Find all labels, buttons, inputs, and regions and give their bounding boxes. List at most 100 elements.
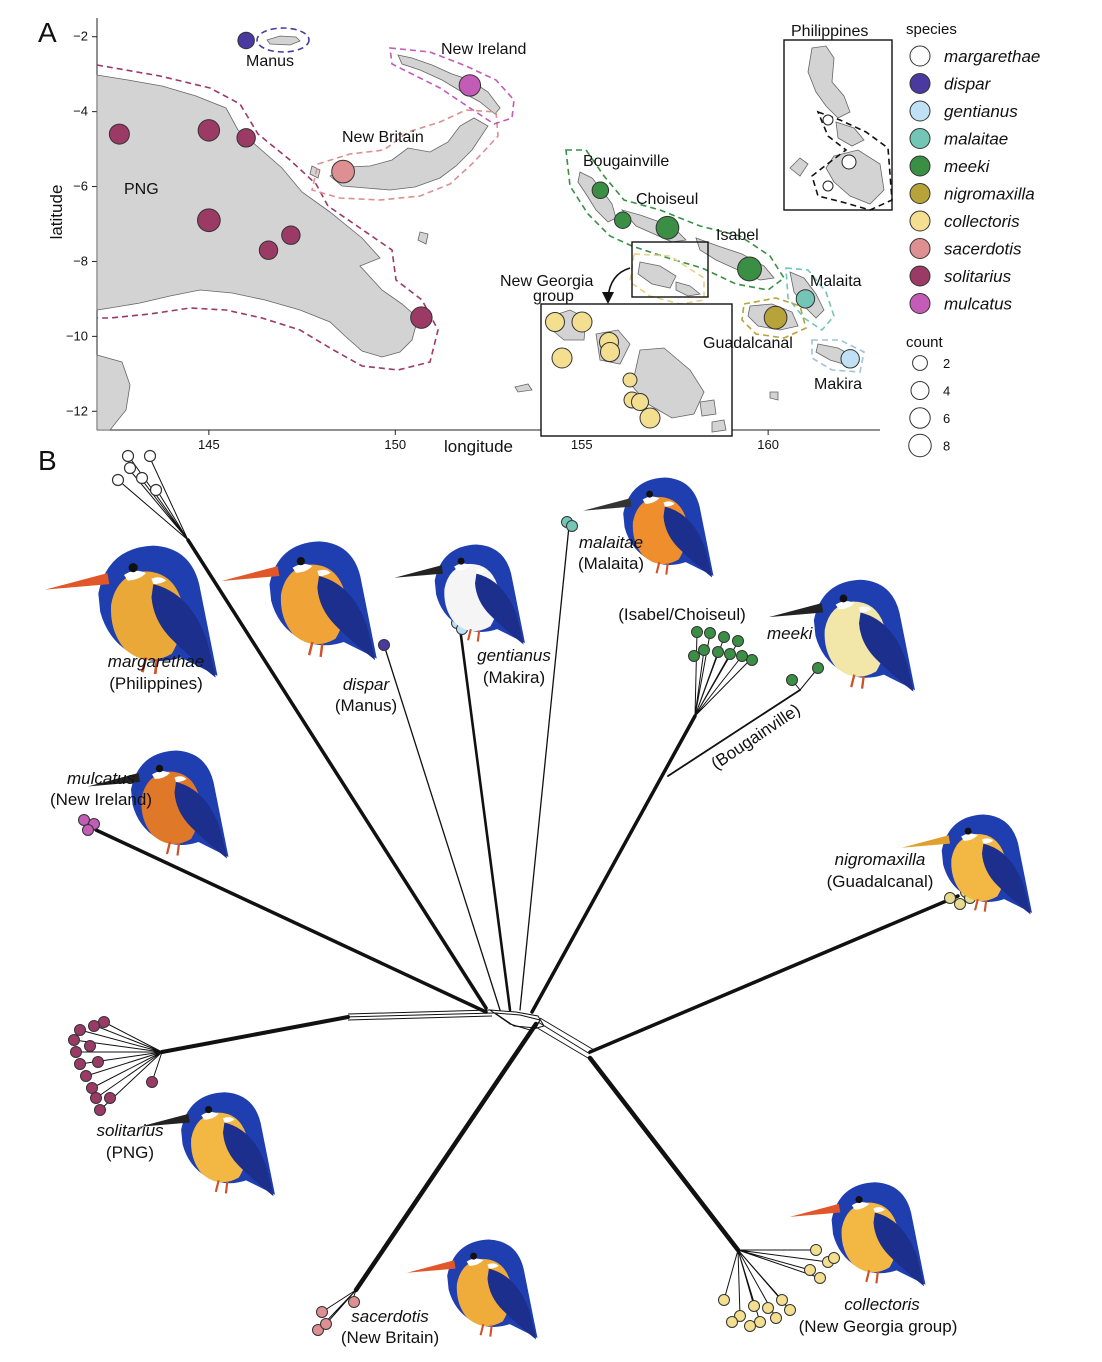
phil-luzon bbox=[807, 45, 851, 119]
new-georgia-inset-marker bbox=[631, 241, 709, 298]
tip-sacerdotis bbox=[316, 1306, 328, 1318]
tip-meeki bbox=[732, 635, 744, 647]
tip-meeki bbox=[712, 646, 724, 658]
legend-swatch-dispar bbox=[909, 73, 931, 94]
philippines-inset bbox=[783, 39, 893, 211]
phil-range bbox=[811, 110, 893, 211]
legend-count-title: count bbox=[906, 334, 944, 351]
legend-label-gentianus: gentianus bbox=[944, 102, 1018, 121]
branch-gentianus bbox=[458, 626, 512, 1012]
legend-count-label: 6 bbox=[943, 411, 950, 426]
tip-collectoris bbox=[726, 1316, 738, 1328]
tree-label-gentianus: gentianus bbox=[477, 646, 551, 665]
land-png-south bbox=[96, 354, 131, 431]
tip-collectoris bbox=[748, 1300, 760, 1312]
range-nigromaxilla bbox=[741, 297, 807, 339]
bird-mulcatus-art bbox=[87, 750, 229, 859]
label-choiseul: Choiseul bbox=[636, 191, 698, 208]
map-point-mulcatus bbox=[458, 74, 482, 97]
label-new-britain: New Britain bbox=[342, 129, 424, 146]
label-makira: Makira bbox=[814, 376, 862, 393]
tree-label-malaitae: malaitae bbox=[579, 533, 643, 552]
tree-label-sacerdotis: sacerdotis bbox=[351, 1307, 429, 1326]
legend-species: margarethae dispar gentianus malaitae meeki n… bbox=[909, 45, 1040, 314]
inset-point bbox=[600, 342, 620, 362]
bird-solitarius-art bbox=[139, 1092, 275, 1197]
inset-land-3 bbox=[631, 347, 705, 419]
bird-margarethae-art bbox=[45, 545, 218, 678]
tip-solitarius bbox=[68, 1034, 80, 1046]
range-malaitae bbox=[785, 267, 835, 332]
phil-palawan bbox=[789, 157, 809, 177]
label-png: PNG bbox=[124, 181, 159, 198]
inset-point bbox=[545, 312, 565, 332]
map-y-tick-label: −2 bbox=[73, 29, 88, 44]
bird-malaitae bbox=[582, 477, 714, 578]
tree-label-png: (PNG) bbox=[106, 1143, 154, 1162]
tip-solitarius bbox=[94, 1104, 106, 1116]
tip-meeki bbox=[688, 650, 700, 662]
inset-point bbox=[631, 393, 649, 411]
panel-a-label: A bbox=[38, 17, 57, 48]
map-point-sacerdotis bbox=[331, 159, 355, 184]
tip-collectoris bbox=[804, 1264, 816, 1276]
tip-mulcatus bbox=[78, 814, 90, 826]
tip-solitarius bbox=[86, 1082, 98, 1094]
tree-label-solitarius: solitarius bbox=[96, 1121, 164, 1140]
legend-swatch-margarethae bbox=[909, 45, 931, 67]
inset-points bbox=[545, 311, 661, 429]
land-islet-2 bbox=[309, 165, 321, 179]
bird-mulcatus bbox=[87, 750, 229, 859]
branch-nigromaxilla bbox=[588, 894, 960, 1054]
tip-meeki bbox=[718, 631, 730, 643]
tip-collectoris bbox=[784, 1304, 796, 1316]
map-point-solitarius bbox=[236, 128, 256, 148]
bird-sacerdotis-art bbox=[406, 1239, 538, 1340]
tip-collectoris bbox=[828, 1252, 840, 1264]
tip-solitarius bbox=[92, 1056, 104, 1068]
tree-label-isabel-choiseul: (Isabel/Choiseul) bbox=[618, 605, 746, 624]
tip-meeki bbox=[698, 644, 710, 656]
map-point-nigromaxilla bbox=[763, 305, 788, 330]
bird-nigromaxilla-art bbox=[901, 814, 1032, 915]
tree-label-mulcatus: mulcatus bbox=[67, 769, 136, 788]
tree-label-new-britain: (New Britain) bbox=[341, 1328, 439, 1347]
inset-point bbox=[622, 372, 638, 388]
bird-meeki-art bbox=[768, 579, 915, 692]
inset-point bbox=[639, 407, 661, 429]
tip-solitarius bbox=[98, 1016, 110, 1028]
tree-label-nigromaxilla: nigromaxilla bbox=[835, 850, 926, 869]
legend-swatch-mulcatus bbox=[909, 293, 931, 314]
tip-collectoris bbox=[762, 1302, 774, 1314]
phil-visayas bbox=[835, 121, 865, 147]
tree-label-bougainville: (Bougainville) bbox=[708, 700, 804, 773]
tip-solitarius bbox=[80, 1070, 92, 1082]
bird-margarethae bbox=[45, 545, 218, 678]
map-y-tick-label: −10 bbox=[66, 328, 88, 343]
tip-meeki bbox=[736, 650, 748, 662]
tip-collectoris bbox=[744, 1320, 756, 1332]
new-georgia-inset bbox=[540, 303, 733, 437]
bird-dispar-art bbox=[221, 541, 377, 661]
range-dispar bbox=[256, 27, 310, 53]
map-point-gentianus bbox=[840, 349, 860, 369]
map-ticks: 145 150 155 160 −2 −4 −6 −8 −10 −12 bbox=[66, 29, 779, 452]
tip-solitarius bbox=[70, 1046, 82, 1058]
phylogenetic-network bbox=[68, 449, 976, 1336]
inset-land-5 bbox=[711, 419, 727, 433]
range-sacerdotis bbox=[311, 109, 499, 201]
map-point-solitarius bbox=[258, 240, 279, 260]
land-islet-1 bbox=[417, 231, 429, 245]
map-point-meeki bbox=[613, 211, 632, 229]
tip-collectoris bbox=[754, 1316, 766, 1328]
tip-sacerdotis bbox=[348, 1296, 360, 1308]
bird-dispar bbox=[221, 541, 377, 661]
tip-solitarius bbox=[74, 1058, 86, 1070]
phil-mindanao bbox=[825, 149, 885, 205]
land-new-georgia-2 bbox=[675, 281, 701, 297]
map-x-tick-label: 155 bbox=[571, 437, 593, 452]
land-islet-3 bbox=[514, 383, 533, 393]
map-point-solitarius bbox=[281, 225, 301, 245]
tree-labels: margarethae (Philippines) dispar (Manus)… bbox=[50, 533, 957, 1347]
